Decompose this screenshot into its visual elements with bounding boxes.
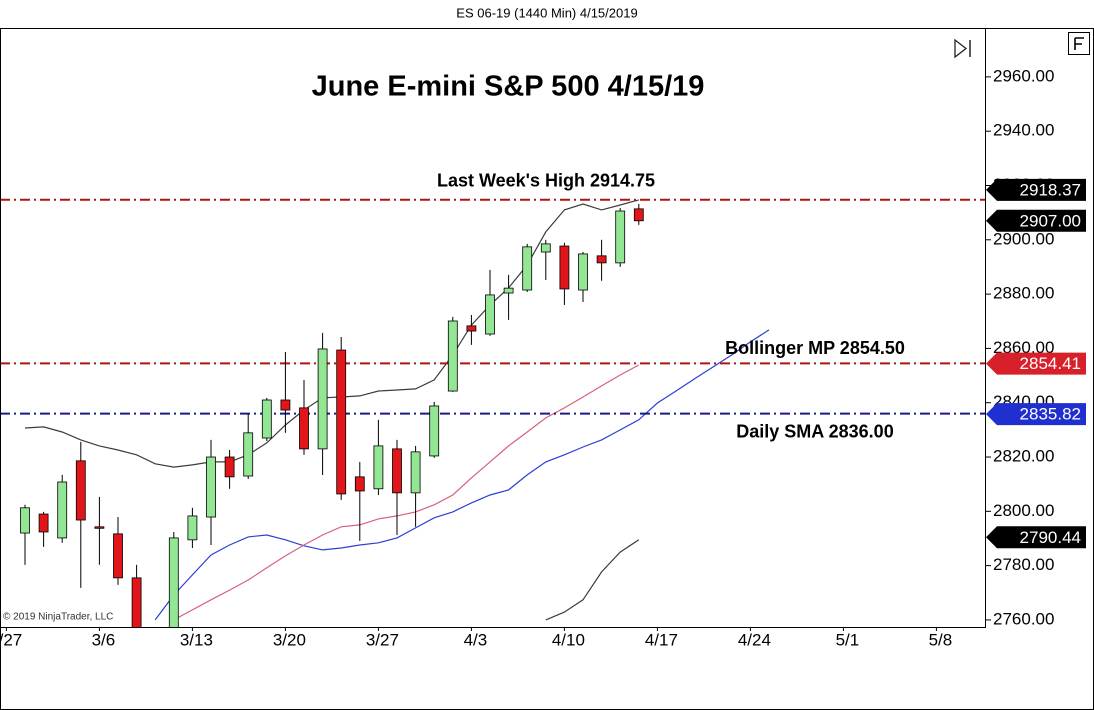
x-tick-label: 4/10 xyxy=(552,630,585,649)
scroll-end-button[interactable] xyxy=(954,38,971,59)
indicator-line xyxy=(173,364,640,621)
x-tick-label: 3/13 xyxy=(180,630,213,649)
candle-body xyxy=(168,537,179,627)
x-tick-label: 4/17 xyxy=(645,630,678,649)
price-marker xyxy=(986,403,1086,426)
indicator-line xyxy=(24,199,639,468)
price-marker xyxy=(986,352,1086,375)
reference-label: Daily SMA 2836.00 xyxy=(736,421,893,441)
price-marker-label: 2918.37 xyxy=(1020,180,1081,199)
chart-title: June E-mini S&P 500 4/15/19 xyxy=(312,71,705,103)
x-tick-label: 3/27 xyxy=(366,630,399,649)
candle-body xyxy=(522,246,533,291)
candle-body xyxy=(429,405,440,457)
candle-body xyxy=(299,407,309,450)
y-tick-label: 2880.00 xyxy=(993,284,1054,303)
indicator-line xyxy=(154,329,770,621)
x-tick-label: 4/24 xyxy=(738,630,771,649)
y-tick-label: 2780.00 xyxy=(993,555,1054,574)
f-button[interactable] xyxy=(1068,32,1090,55)
candle-body xyxy=(540,243,551,253)
candle-body xyxy=(410,451,421,494)
price-marker xyxy=(986,178,1086,201)
x-tick-label: 5/8 xyxy=(929,630,953,649)
candle-body xyxy=(466,325,477,332)
y-tick-label: 2940.00 xyxy=(993,121,1054,140)
plot-area xyxy=(1,198,985,627)
candle-body xyxy=(94,526,105,529)
candle-body xyxy=(354,476,365,492)
candle-body xyxy=(503,287,514,294)
x-tick-label: 4/3 xyxy=(464,630,488,649)
candle-body xyxy=(75,460,86,521)
x-tick-label: 3/6 xyxy=(92,630,116,649)
candle-body xyxy=(596,255,607,264)
candle-body xyxy=(224,456,235,478)
price-marker xyxy=(986,526,1086,549)
candle-body xyxy=(633,208,644,222)
window-title: ES 06-19 (1440 Min) 4/15/2019 xyxy=(456,5,637,20)
candle-body xyxy=(373,445,384,490)
candle-body xyxy=(447,320,458,392)
candle-body xyxy=(578,253,588,291)
x-tick-label: 5/1 xyxy=(836,630,860,649)
candle-body xyxy=(559,245,570,290)
candle-body xyxy=(336,349,347,495)
candle-body xyxy=(187,515,198,541)
candle-body xyxy=(243,432,254,477)
price-marker-label: 2790.44 xyxy=(1020,528,1081,547)
candle-body xyxy=(261,399,272,439)
price-marker-label: 2835.82 xyxy=(1020,405,1081,424)
price-marker-label: 2907.00 xyxy=(1020,211,1081,230)
reference-label: Bollinger MP 2854.50 xyxy=(725,338,905,358)
candle-body xyxy=(392,448,402,494)
y-tick-label: 2960.00 xyxy=(993,66,1054,85)
y-tick-label: 2820.00 xyxy=(993,447,1054,466)
indicator-line xyxy=(545,539,640,621)
candle-body xyxy=(131,577,142,627)
price-marker-label: 2854.41 xyxy=(1020,354,1081,373)
y-tick-label: 2860.00 xyxy=(993,338,1054,357)
candle-body xyxy=(206,456,216,518)
candle-body xyxy=(57,481,68,539)
x-tick-label: 3/20 xyxy=(273,630,306,649)
x-tick-label: /27 xyxy=(0,630,22,649)
reference-label: Last Week's High 2914.75 xyxy=(437,170,655,190)
y-tick-label: 2800.00 xyxy=(993,501,1054,520)
candle-body xyxy=(280,399,291,411)
candle-body xyxy=(38,513,49,533)
candle-body xyxy=(615,210,626,264)
price-marker xyxy=(986,209,1086,232)
candle-body xyxy=(113,533,123,579)
candle-body xyxy=(485,294,495,335)
y-tick-label: 2760.00 xyxy=(993,609,1054,628)
watermark: © 2019 NinjaTrader, LLC xyxy=(3,612,113,623)
candle-body xyxy=(317,348,328,450)
candle-body xyxy=(20,507,30,534)
y-tick-label: 2900.00 xyxy=(993,229,1054,248)
